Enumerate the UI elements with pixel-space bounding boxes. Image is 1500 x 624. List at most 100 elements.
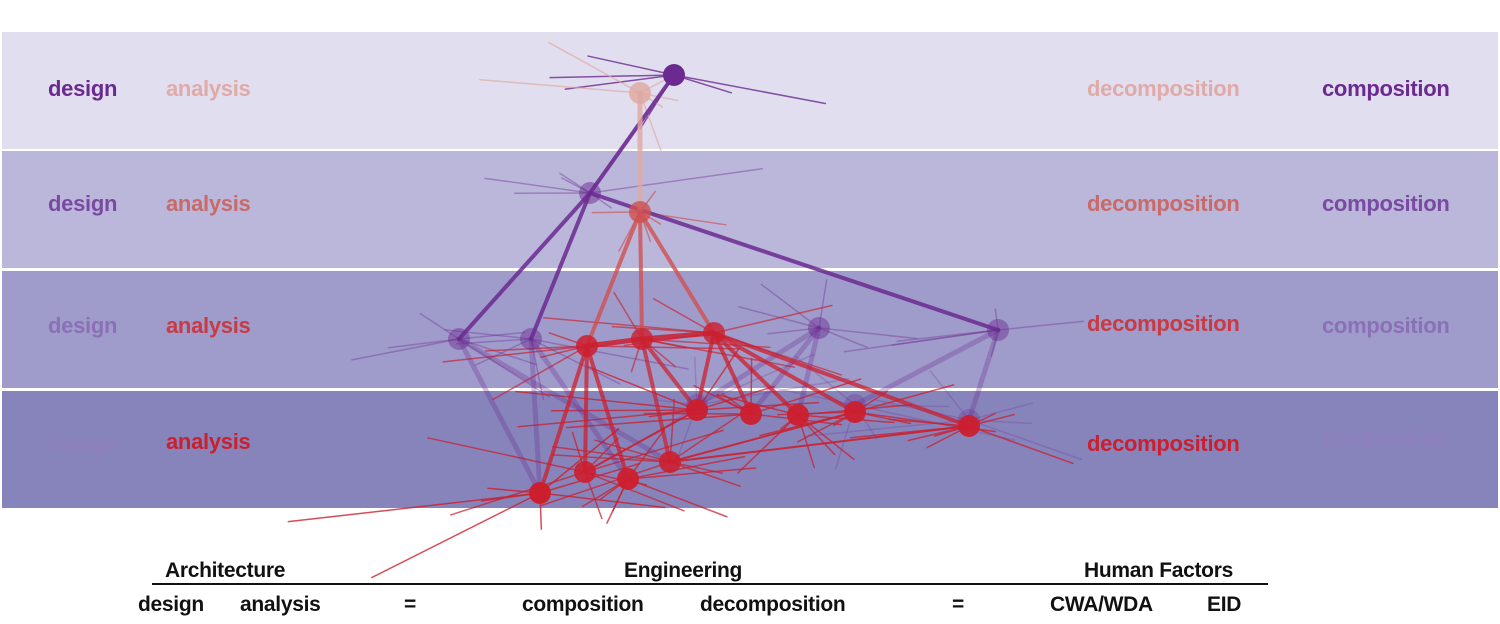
edge-line — [712, 331, 800, 417]
spoke-line — [652, 298, 715, 334]
header-engineering: Engineering — [624, 559, 743, 582]
spoke-line — [548, 41, 641, 94]
edge-line — [528, 336, 543, 496]
spoke-line — [760, 283, 820, 329]
band-4-label-analysis: analysis — [166, 429, 251, 454]
spoke-line — [737, 414, 799, 474]
spoke-line — [458, 331, 526, 340]
spoke-line — [818, 327, 918, 340]
node-r1 — [629, 201, 651, 223]
edge-line — [795, 325, 822, 418]
band-4-label-decomposition: decomposition — [1087, 431, 1240, 456]
spoke-line — [818, 327, 869, 349]
node-r5 — [686, 399, 708, 421]
band-1-label-decomposition: decomposition — [1087, 76, 1240, 101]
edge-line — [669, 425, 970, 463]
spoke-line — [484, 177, 591, 194]
node-r6 — [740, 403, 762, 425]
spoke-line — [584, 429, 724, 473]
node-p3 — [520, 328, 542, 350]
band-3-label-analysis: analysis — [166, 313, 251, 338]
term-composition: composition — [522, 593, 644, 616]
spoke-line — [767, 327, 820, 335]
term-equals-2: = — [952, 593, 964, 616]
spoke-line — [444, 329, 532, 340]
spoke-line — [843, 329, 999, 353]
edge-line — [529, 191, 592, 341]
spoke-line — [387, 338, 460, 349]
edge-line — [639, 330, 717, 342]
spoke-line — [818, 279, 828, 329]
spoke-line — [419, 312, 460, 340]
band-1-label-design: design — [48, 76, 118, 101]
edge-line — [640, 337, 699, 412]
spoke-line — [549, 74, 675, 79]
edge-line — [712, 331, 753, 416]
spoke-line — [713, 304, 833, 334]
spoke-line — [530, 338, 621, 385]
spoke-line — [696, 348, 739, 411]
spoke-line — [540, 461, 671, 507]
spoke-line — [797, 414, 855, 461]
edge-line — [638, 210, 716, 335]
term-eid: EID — [1207, 593, 1242, 616]
edge-line — [966, 327, 1001, 423]
edge-line — [712, 331, 857, 414]
node-p5 — [987, 319, 1009, 341]
band-1-label-composition: composition — [1322, 76, 1450, 101]
spoke-line — [968, 419, 1083, 461]
edge-line — [528, 336, 631, 482]
spoke-line — [539, 428, 620, 494]
spoke-line — [888, 418, 970, 427]
spoke-line — [458, 338, 550, 398]
spoke-line — [542, 316, 715, 334]
spoke-line — [458, 338, 538, 366]
header-human-factors: Human Factors — [1084, 559, 1233, 582]
term-analysis: analysis — [240, 593, 321, 616]
spoke-line — [696, 385, 775, 411]
band-2-label-composition: composition — [1322, 191, 1450, 216]
node-r7 — [787, 404, 809, 426]
spoke-line — [550, 409, 698, 412]
term-design: design — [138, 593, 204, 616]
spoke-line — [589, 168, 763, 194]
spoke-line — [994, 308, 999, 331]
edge-line — [585, 344, 630, 481]
spoke-line — [287, 492, 541, 523]
node-r9 — [958, 415, 980, 437]
term-equals-1: = — [404, 593, 416, 616]
spoke-line — [584, 471, 685, 512]
edge-line — [640, 337, 672, 464]
term-decomposition: decomposition — [700, 593, 846, 616]
spoke-line — [627, 467, 757, 480]
band-1-label-analysis: analysis — [166, 76, 251, 101]
spoke-line — [896, 329, 999, 343]
edge-line — [538, 344, 589, 495]
spoke-line — [371, 492, 541, 579]
band-3-label-composition: composition — [1322, 313, 1450, 338]
spoke-line — [716, 393, 799, 416]
spoke-line — [587, 55, 675, 76]
spoke-line — [515, 390, 698, 411]
spoke-line — [492, 345, 588, 401]
spoke-line — [669, 461, 741, 487]
node-r8 — [844, 401, 866, 423]
band-3-label-design: design — [48, 313, 118, 338]
band-4-label-design: design — [48, 432, 118, 457]
node-r4 — [703, 322, 725, 344]
edge-line — [694, 325, 822, 408]
spoke-line — [803, 419, 970, 437]
edge-line — [588, 73, 676, 195]
node-p0 — [663, 64, 685, 86]
spoke-line — [485, 345, 588, 352]
edge-line — [456, 336, 673, 465]
spoke-line — [990, 329, 999, 358]
node-p1 — [579, 182, 601, 204]
edge-line — [638, 210, 644, 341]
edge-line — [712, 331, 971, 428]
node-p4 — [808, 317, 830, 339]
spoke-line — [586, 345, 741, 350]
band-2-label-design: design — [48, 191, 118, 216]
term-cwa-wda: CWA/WDA — [1050, 593, 1153, 616]
